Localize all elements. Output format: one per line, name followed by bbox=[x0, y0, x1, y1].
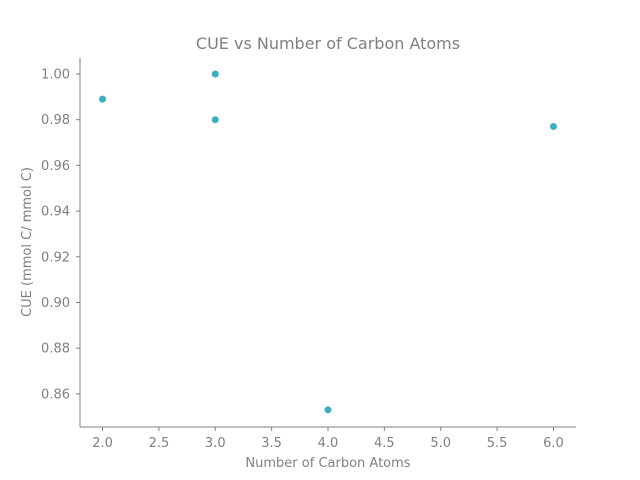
x-axis-ticks: 2.0 2.5 3.0 3.5 4.0 4.5 5.0 5.5 6.0 bbox=[92, 427, 564, 451]
data-point bbox=[549, 123, 557, 131]
data-point bbox=[211, 116, 219, 124]
x-tick-label: 6.0 bbox=[543, 436, 564, 451]
x-tick-label: 3.0 bbox=[205, 436, 226, 451]
x-tick-label: 4.0 bbox=[318, 436, 339, 451]
x-tick-label: 4.5 bbox=[374, 436, 395, 451]
data-points bbox=[99, 70, 557, 414]
y-tick-label: 0.96 bbox=[41, 159, 70, 174]
y-tick-label: 0.88 bbox=[41, 342, 70, 357]
chart-title: CUE vs Number of Carbon Atoms bbox=[196, 34, 460, 53]
x-tick-label: 5.5 bbox=[487, 436, 508, 451]
x-axis-label: Number of Carbon Atoms bbox=[245, 456, 410, 471]
x-tick-label: 5.0 bbox=[430, 436, 451, 451]
y-tick-label: 1.00 bbox=[41, 67, 70, 82]
x-tick-label: 2.0 bbox=[92, 436, 113, 451]
y-tick-label: 0.86 bbox=[41, 387, 70, 402]
data-point bbox=[211, 70, 219, 78]
data-point bbox=[99, 95, 107, 103]
x-tick-label: 2.5 bbox=[149, 436, 170, 451]
y-tick-label: 0.98 bbox=[41, 113, 70, 128]
data-point bbox=[324, 406, 332, 414]
y-tick-label: 0.94 bbox=[41, 205, 70, 220]
y-tick-label: 0.90 bbox=[41, 296, 70, 311]
y-tick-label: 0.92 bbox=[41, 250, 70, 265]
y-axis-ticks: 0.86 0.88 0.90 0.92 0.94 0.96 0.98 1.00 bbox=[41, 67, 80, 402]
y-axis-label: CUE (mmol C/ mmol C) bbox=[20, 167, 35, 317]
x-tick-label: 3.5 bbox=[261, 436, 282, 451]
